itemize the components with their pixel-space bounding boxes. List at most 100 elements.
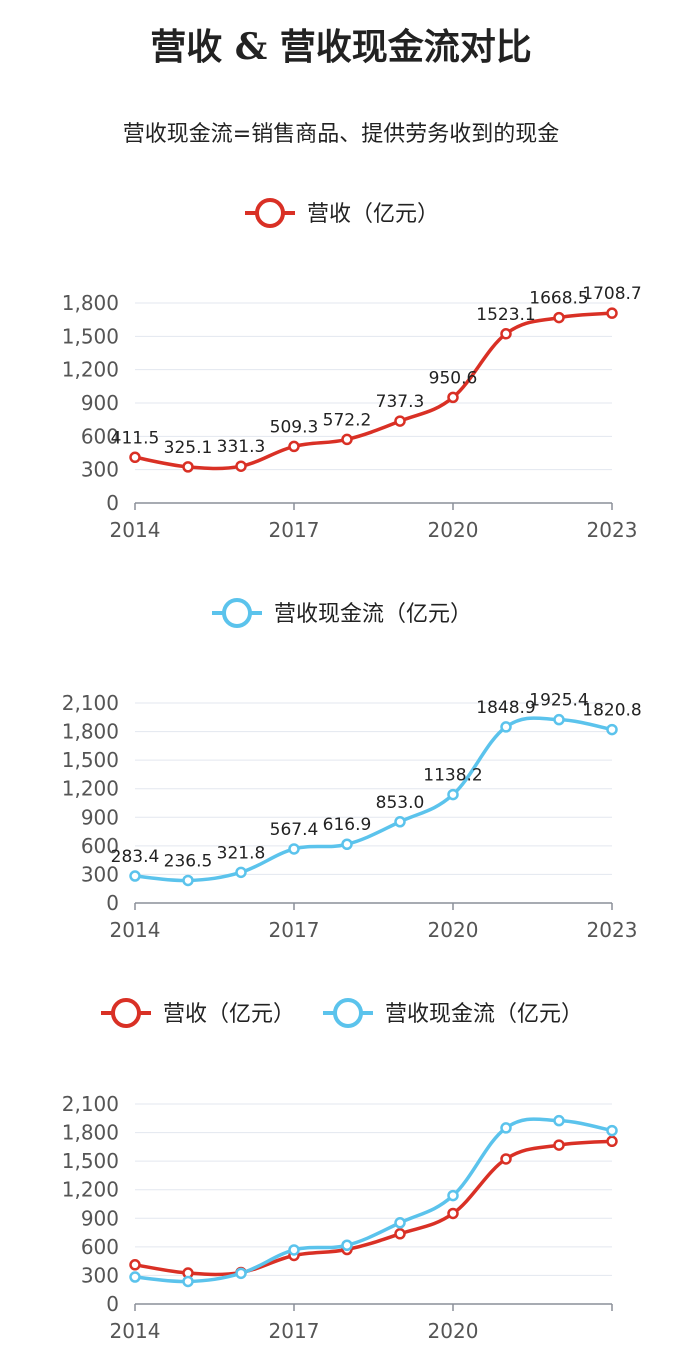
data-point[interactable] — [341, 1239, 353, 1251]
data-point[interactable] — [129, 1259, 141, 1271]
data-point[interactable] — [553, 713, 565, 726]
chart-legend: 营收（亿元） 营收现金流（亿元） — [101, 998, 583, 1028]
legend-item-revenue[interactable]: 营收（亿元） — [245, 198, 439, 228]
data-point[interactable] — [129, 1271, 141, 1283]
data-point[interactable] — [394, 415, 406, 427]
x-tick-label: 2014 — [110, 518, 161, 542]
series-line-revenue — [134, 311, 613, 471]
data-point[interactable] — [288, 843, 300, 855]
data-point[interactable] — [447, 391, 459, 404]
series-line-cashflow — [134, 1117, 613, 1284]
data-point[interactable] — [341, 433, 353, 446]
x-tick-label: 2020 — [428, 518, 479, 542]
y-tick-label: 1,500 — [62, 1149, 119, 1173]
y-tick-label: 2,100 — [62, 1092, 119, 1116]
y-grid: 0 300 600 900 1,200 1,500 1,800 2,100 — [62, 691, 612, 915]
data-point[interactable] — [606, 723, 618, 736]
data-point[interactable] — [235, 866, 247, 879]
data-point[interactable] — [394, 1217, 406, 1229]
data-point[interactable] — [394, 1228, 406, 1240]
series-cashflow — [129, 1114, 618, 1288]
y-tick-label: 600 — [81, 1235, 119, 1259]
data-label: 1820.8 — [582, 701, 641, 721]
data-point[interactable] — [500, 328, 512, 340]
y-tick-label: 1,500 — [62, 324, 119, 348]
data-point[interactable] — [606, 1124, 618, 1137]
data-point[interactable] — [288, 440, 300, 453]
data-point[interactable] — [341, 838, 353, 850]
data-label: 1925.4 — [529, 691, 588, 711]
data-point[interactable] — [182, 461, 194, 473]
data-label: 325.1 — [164, 438, 213, 458]
legend-item-cashflow[interactable]: 营收现金流（亿元） — [323, 998, 583, 1028]
y-tick-label: 0 — [106, 491, 119, 515]
y-tick-label: 1,200 — [62, 358, 119, 382]
data-label: 567.4 — [270, 820, 319, 840]
y-tick-label: 300 — [81, 458, 119, 482]
data-point[interactable] — [447, 788, 459, 801]
data-label: 1708.7 — [582, 284, 641, 304]
x-axis: 2014 2017 2020 — [110, 1303, 613, 1343]
data-point[interactable] — [553, 311, 565, 324]
series-line-cashflow — [134, 716, 613, 883]
y-tick-label: 900 — [81, 391, 119, 415]
data-label: 236.5 — [164, 851, 213, 871]
data-label: 1668.5 — [529, 289, 588, 309]
data-point[interactable] — [235, 1267, 247, 1280]
y-tick-label: 2,100 — [62, 691, 119, 715]
data-label: 411.5 — [111, 428, 160, 448]
data-label: 572.2 — [323, 410, 372, 430]
legend-circle-icon — [333, 998, 363, 1028]
chart-legend: 营收现金流（亿元） — [212, 598, 472, 628]
data-point[interactable] — [553, 1114, 565, 1127]
data-point[interactable] — [235, 460, 247, 472]
y-tick-label: 0 — [106, 891, 119, 915]
x-tick-label: 2017 — [269, 1319, 320, 1343]
legend-label: 营收（亿元） — [307, 202, 439, 227]
data-point[interactable] — [500, 721, 512, 733]
data-label: 321.8 — [217, 843, 266, 863]
revenue-chart: 营收（亿元） 0 300 600 900 1,200 1,500 1,800 2014 2017 2… — [62, 198, 642, 542]
legend-item-cashflow[interactable]: 营收现金流（亿元） — [212, 598, 472, 628]
data-point[interactable] — [500, 1153, 512, 1165]
data-label: 283.4 — [111, 847, 160, 867]
data-point[interactable] — [447, 1207, 459, 1220]
x-tick-label: 2017 — [269, 518, 320, 542]
legend-label: 营收（亿元） — [163, 1002, 295, 1027]
y-tick-label: 600 — [81, 424, 119, 448]
data-label: 331.3 — [217, 437, 266, 457]
data-point[interactable] — [182, 874, 194, 887]
data-point[interactable] — [553, 1139, 565, 1151]
page-title: 营收 & 营收现金流对比 — [150, 26, 532, 68]
x-tick-label: 2014 — [110, 1319, 161, 1343]
legend-item-revenue[interactable]: 营收（亿元） — [101, 998, 295, 1028]
data-label: 1523.1 — [476, 305, 535, 325]
data-point[interactable] — [606, 1135, 618, 1148]
data-point[interactable] — [129, 451, 141, 464]
data-label: 616.9 — [323, 815, 372, 835]
data-point[interactable] — [606, 307, 618, 319]
x-axis: 2014 2017 2020 2023 — [110, 502, 637, 542]
data-label: 1848.9 — [476, 698, 535, 718]
data-point[interactable] — [500, 1122, 512, 1134]
y-grid: 0 300 600 900 1,200 1,500 1,800 — [62, 291, 612, 515]
data-label: 509.3 — [270, 417, 319, 437]
y-tick-label: 1,800 — [62, 291, 119, 315]
data-point[interactable] — [447, 1189, 459, 1202]
data-point[interactable] — [182, 1275, 194, 1288]
data-point[interactable] — [394, 816, 406, 828]
y-tick-label: 1,500 — [62, 748, 119, 772]
data-point[interactable] — [129, 870, 141, 882]
legend-label: 营收现金流（亿元） — [385, 1002, 583, 1027]
y-tick-label: 600 — [81, 834, 119, 858]
data-point[interactable] — [288, 1244, 300, 1256]
series-line-revenue — [134, 1139, 613, 1277]
y-tick-label: 1,200 — [62, 1178, 119, 1202]
y-tick-label: 1,800 — [62, 720, 119, 744]
series-revenue — [129, 1135, 618, 1279]
data-label: 737.3 — [376, 392, 425, 412]
y-tick-label: 900 — [81, 1206, 119, 1230]
x-tick-label: 2014 — [110, 918, 161, 942]
x-tick-label: 2020 — [428, 918, 479, 942]
